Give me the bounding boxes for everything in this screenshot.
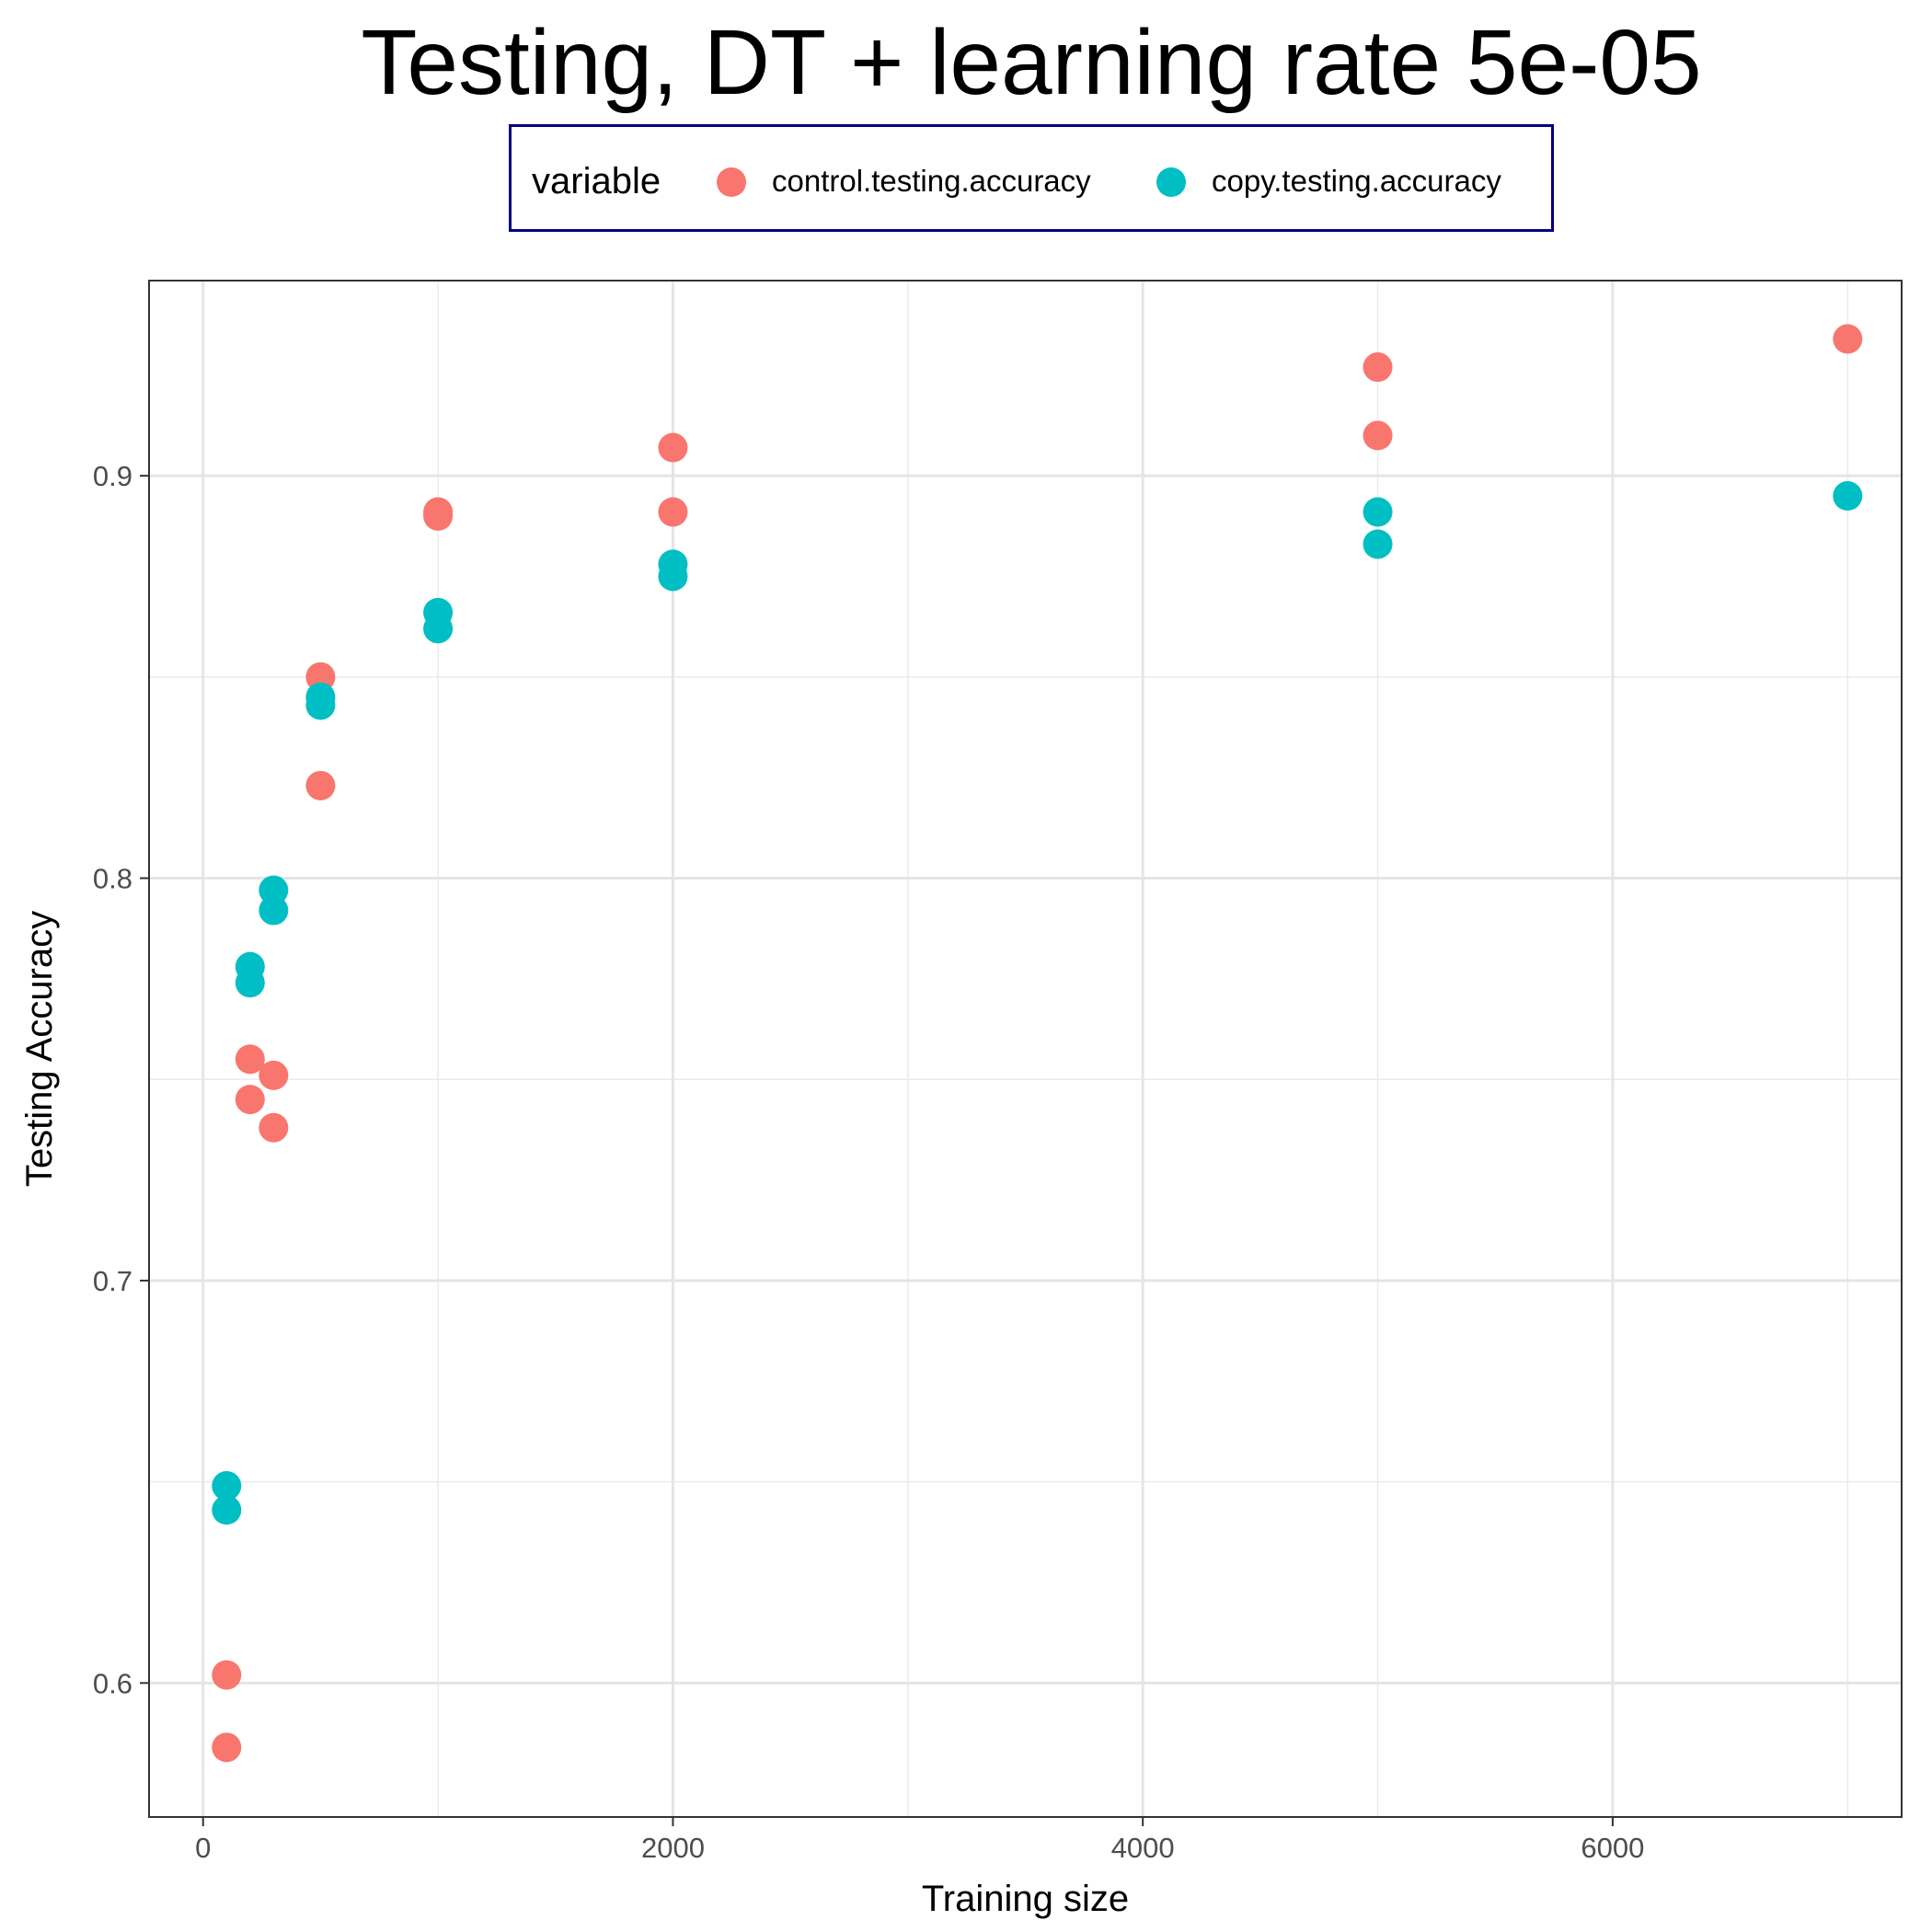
- legend-title: variable: [532, 161, 661, 201]
- point-control: [259, 1060, 289, 1090]
- legend-label-control: control.testing.accuracy: [772, 164, 1091, 198]
- point-copy: [212, 1495, 242, 1525]
- x-tick-label: 2000: [641, 1832, 705, 1864]
- point-copy: [658, 561, 688, 592]
- legend-dot-control: [717, 167, 746, 197]
- point-copy: [1363, 529, 1393, 559]
- point-copy: [212, 1471, 242, 1501]
- point-control: [1833, 324, 1863, 354]
- legend: variable control.testing.accuracy copy.t…: [509, 124, 1554, 232]
- x-tick-label: 0: [195, 1832, 211, 1864]
- point-control: [1363, 420, 1393, 451]
- legend-dot-copy: [1156, 167, 1186, 197]
- point-copy: [305, 690, 336, 720]
- data-points: [212, 324, 1863, 1763]
- point-copy: [1833, 481, 1863, 512]
- point-control: [658, 497, 688, 527]
- legend-label-copy: copy.testing.accuracy: [1212, 164, 1501, 198]
- point-copy: [235, 968, 265, 998]
- x-axis-title: Training size: [922, 1879, 1129, 1919]
- point-control: [423, 500, 454, 531]
- chart-title: Testing, DT + learning rate 5e-05: [361, 11, 1702, 114]
- point-control: [212, 1660, 242, 1690]
- y-axis-title: Testing Accuracy: [19, 911, 60, 1187]
- axis-ticks: 0 2000 4000 6000 0.6 0.7 0.8 0.9: [93, 460, 1644, 1864]
- point-control: [305, 661, 336, 692]
- point-copy: [259, 895, 289, 926]
- point-control: [305, 770, 336, 800]
- point-copy: [1363, 497, 1393, 527]
- y-tick-label: 0.8: [93, 863, 132, 895]
- point-control: [259, 1112, 289, 1143]
- x-tick-label: 4000: [1111, 1832, 1175, 1864]
- y-tick-label: 0.9: [93, 460, 132, 492]
- point-control: [235, 1085, 265, 1115]
- point-copy: [423, 614, 454, 644]
- grid: [149, 281, 1902, 1817]
- point-control: [1363, 352, 1393, 383]
- y-tick-label: 0.6: [93, 1667, 132, 1699]
- point-control: [212, 1732, 242, 1763]
- point-control: [658, 432, 688, 463]
- y-tick-label: 0.7: [93, 1265, 132, 1297]
- point-copy: [259, 875, 289, 905]
- panel-border: [148, 280, 1903, 1818]
- point-control: [235, 1044, 265, 1075]
- x-tick-label: 6000: [1581, 1832, 1644, 1864]
